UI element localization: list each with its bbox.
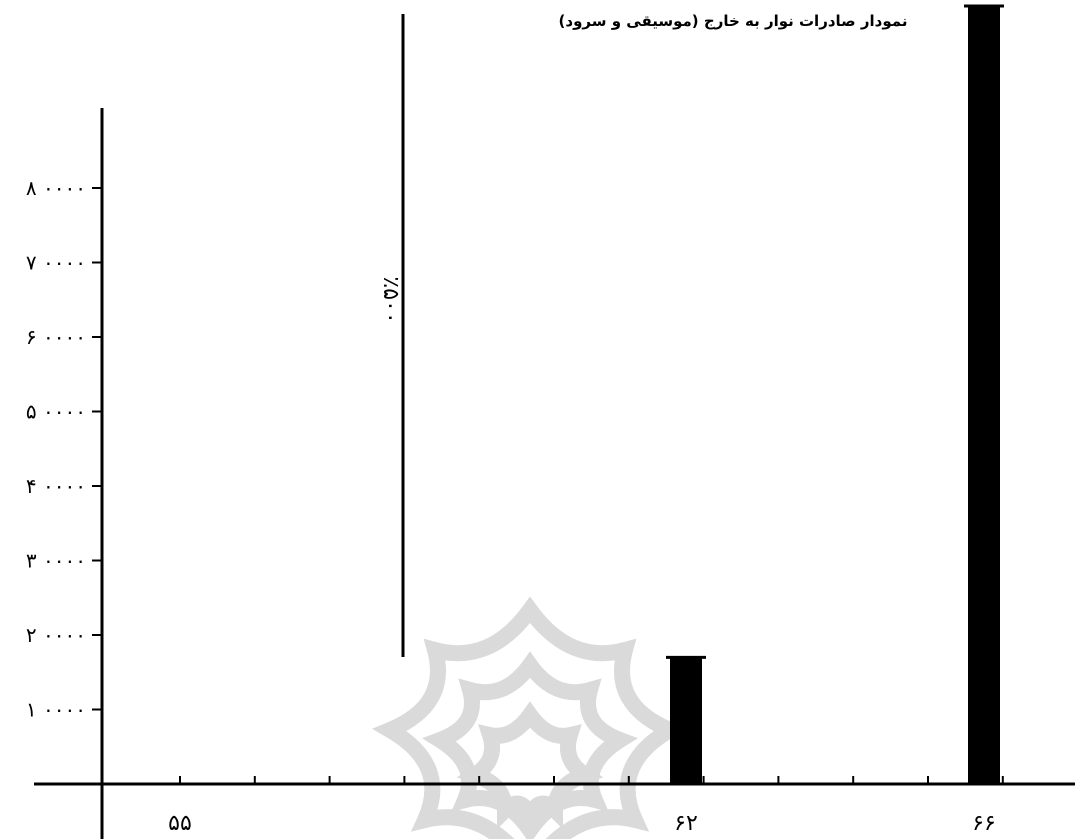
x-tick-label: ۶۶ xyxy=(972,811,996,836)
x-tick-label: ۵۵ xyxy=(168,811,192,836)
y-tick-label: ۷ ۰۰۰۰ xyxy=(26,251,86,275)
y-axis-ticks: ۱ ۰۰۰۰ ۲ ۰۰۰۰ ۳ ۰۰۰۰ ۴ ۰۰۰۰ ۵ ۰۰۰۰ ۶ ۰۰۰۰ ۷ ۰۰… xyxy=(26,176,102,722)
y-tick-label: ۶ ۰۰۰۰ xyxy=(26,325,86,349)
y-tick-label: ۲ ۰۰۰۰ xyxy=(26,623,86,647)
x-tick-label: ۶۲ xyxy=(674,811,698,836)
bars xyxy=(666,4,1004,784)
bar xyxy=(968,6,1000,784)
bar xyxy=(670,657,702,784)
y-tick-label: ۱ ۰۰۰۰ xyxy=(26,698,86,722)
watermark-logo xyxy=(372,596,688,839)
y-tick-label: ۳ ۰۰۰۰ xyxy=(26,549,86,573)
x-axis-ticks xyxy=(179,776,1004,784)
y-tick-label: ۴ ۰۰۰۰ xyxy=(26,474,86,498)
y-tick-label: ۵ ۰۰۰۰ xyxy=(26,400,86,424)
x-axis-tick-labels: ۵۵ ۶۲ ۶۶ xyxy=(168,811,996,836)
annotation-label: ٪۵۰۰ xyxy=(378,276,403,323)
chart-title: نمودار صادرات نوار به خارج (موسیقی و سرو… xyxy=(559,12,908,30)
y-tick-label: ۸ ۰۰۰۰ xyxy=(26,176,86,200)
